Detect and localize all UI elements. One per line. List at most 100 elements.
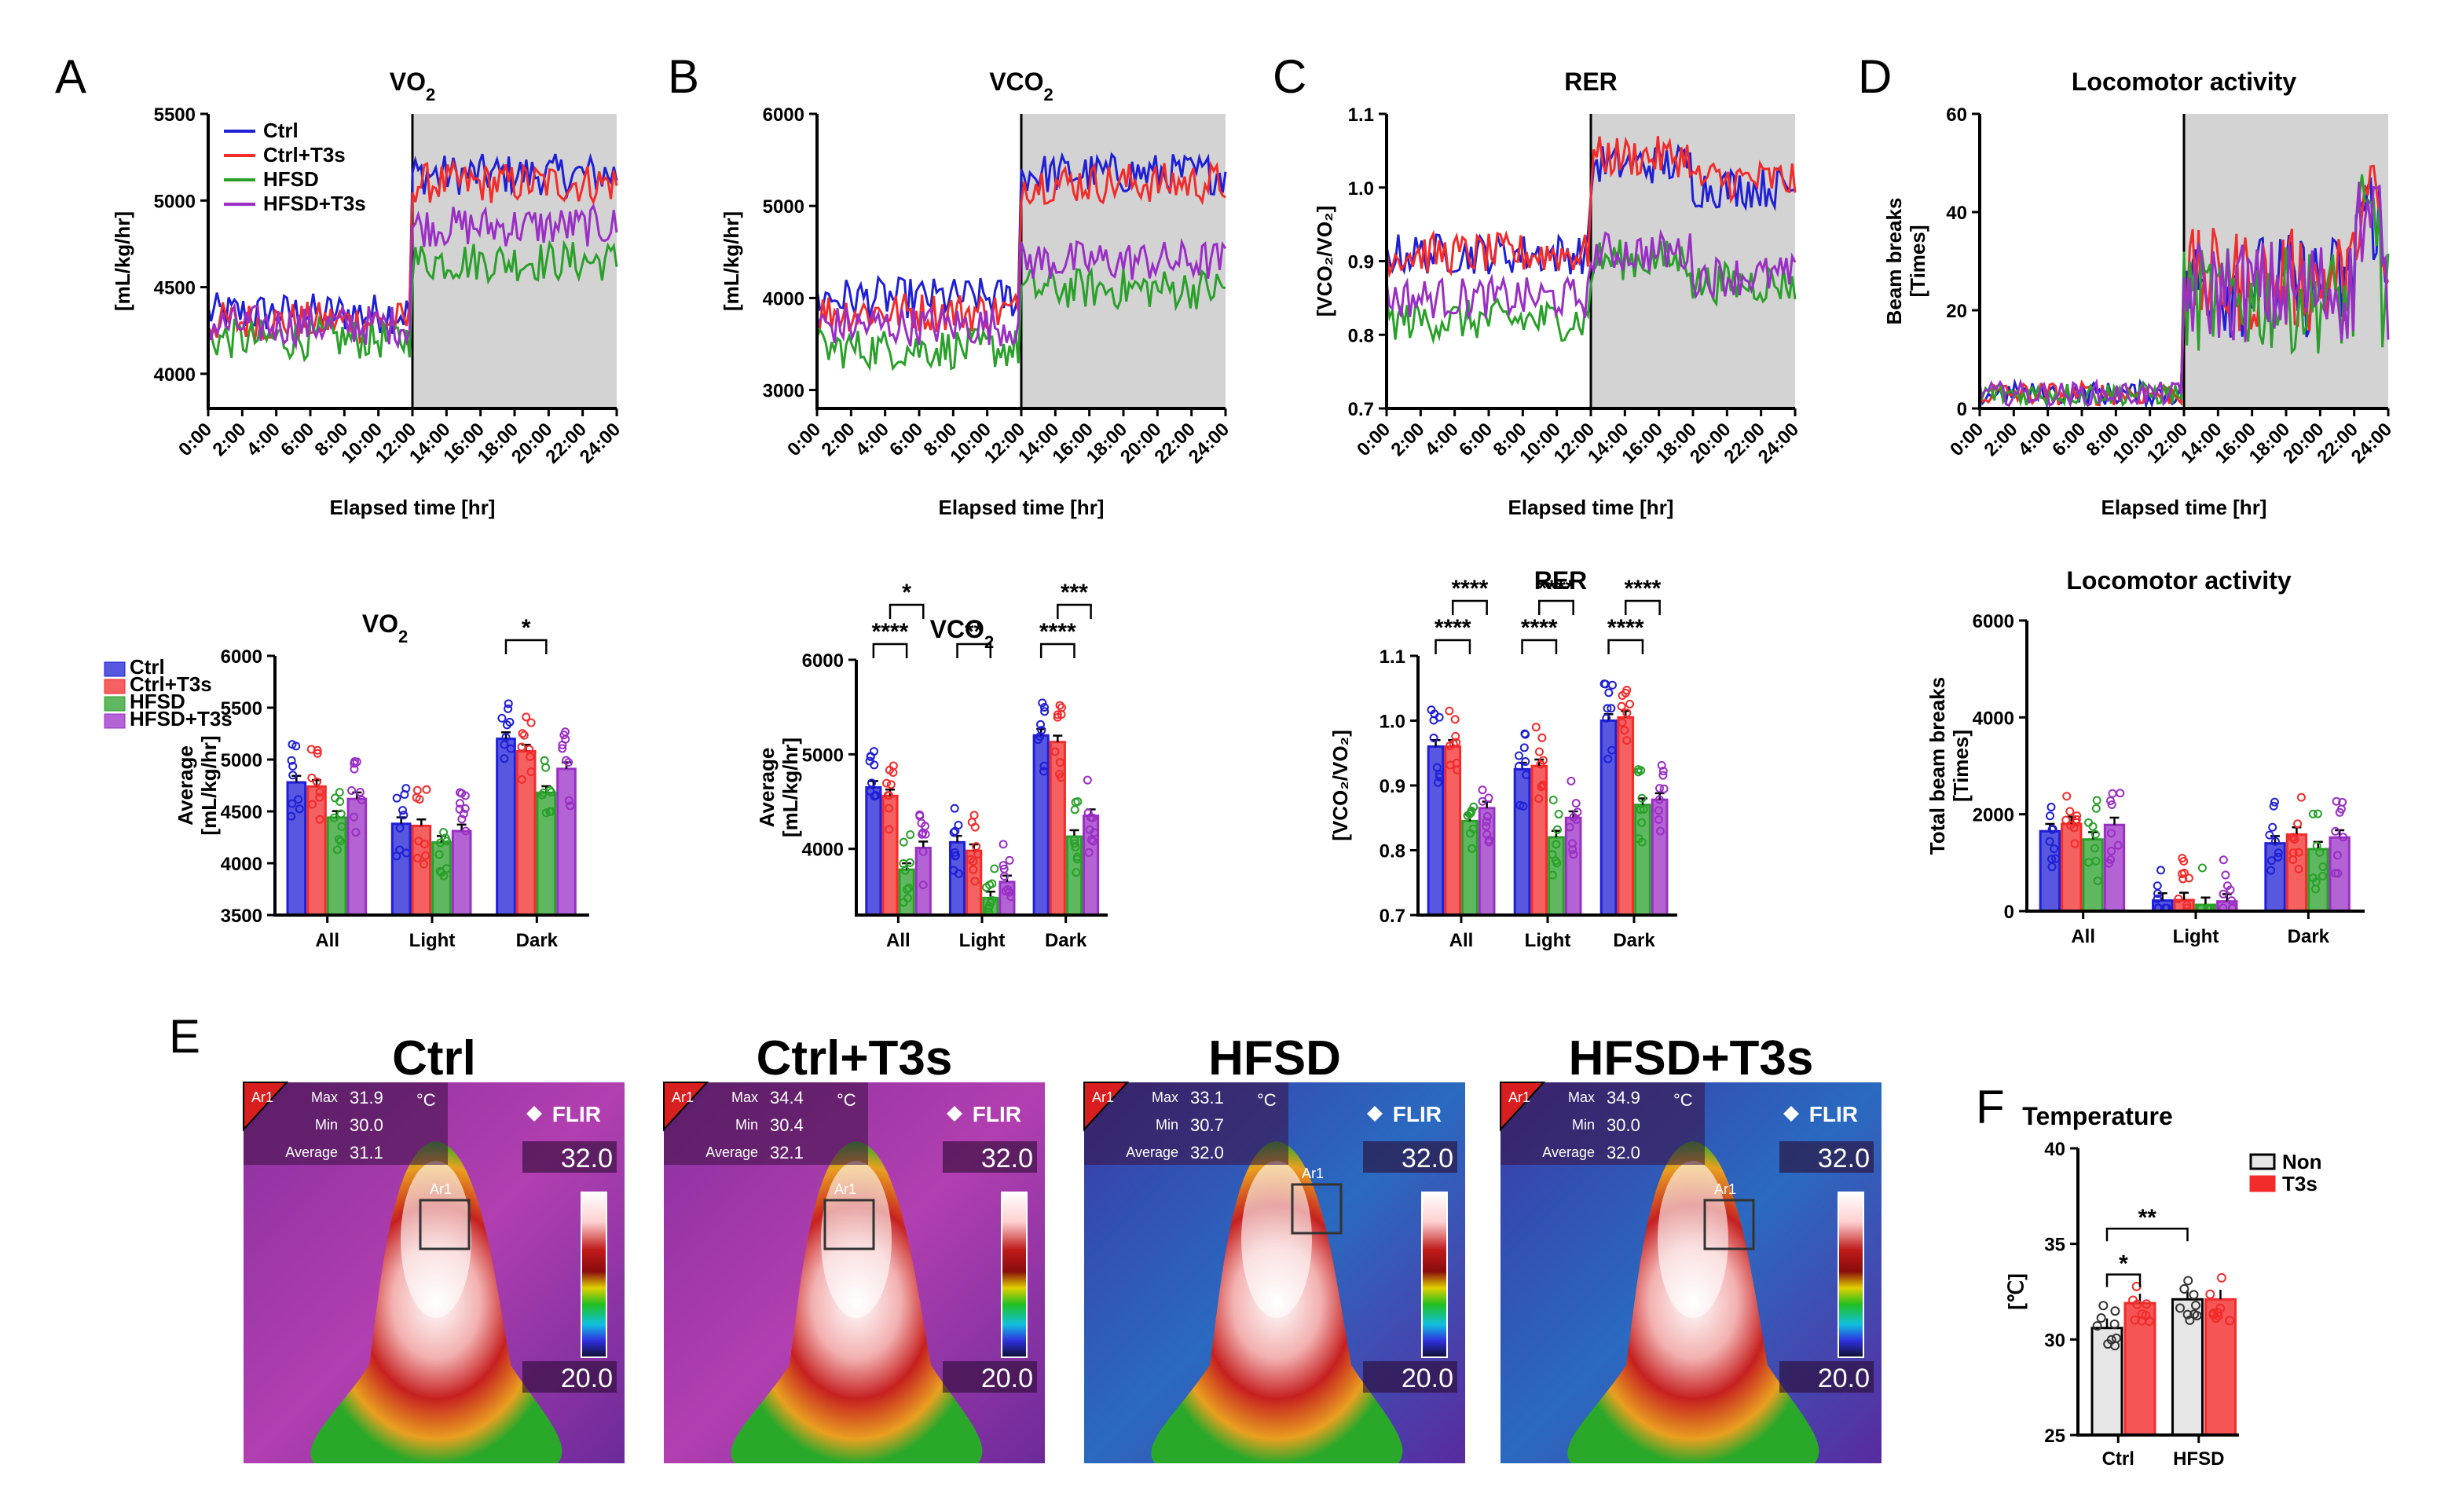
x-category-label: All <box>2071 926 2095 947</box>
data-point <box>415 795 424 804</box>
significance-label: ** <box>965 619 984 645</box>
data-point <box>1484 793 1493 803</box>
min-value: 30.7 <box>1190 1115 1224 1135</box>
ar-label: Ar1 <box>1092 1089 1114 1105</box>
data-point <box>1548 870 1557 880</box>
measurement-box <box>1703 1199 1755 1250</box>
color-scale-bar <box>1001 1192 1028 1358</box>
y-tick-label: 6000 <box>221 646 262 668</box>
data-point <box>1534 747 1544 756</box>
data-point <box>2062 792 2072 801</box>
data-point <box>984 901 994 910</box>
data-point <box>1568 845 1577 855</box>
x-tick-label: 6:00 <box>885 419 927 460</box>
data-point <box>1053 710 1062 719</box>
significance-bracket <box>1452 599 1488 615</box>
data-point <box>2179 1283 2189 1294</box>
data-point <box>1548 850 1557 859</box>
data-point <box>461 826 471 836</box>
data-point <box>460 804 470 813</box>
data-point <box>506 744 515 753</box>
data-point <box>2296 793 2306 802</box>
max-value: 33.1 <box>1190 1088 1224 1107</box>
line-chart-d: 02040600:002:004:006:008:0010:0012:0014:… <box>1882 68 2396 519</box>
data-point <box>2308 809 2318 818</box>
min-value: 30.0 <box>350 1115 383 1135</box>
data-point <box>982 883 991 892</box>
avg-label: Average <box>1126 1144 1178 1160</box>
data-point <box>336 809 346 818</box>
data-point <box>441 833 450 843</box>
measurement-box-label: Ar1 <box>834 1181 856 1197</box>
data-point <box>2293 819 2303 829</box>
data-point <box>905 858 914 867</box>
measurement-box-label: Ar1 <box>1302 1166 1324 1181</box>
bar <box>2039 829 2061 913</box>
significance-label: * <box>2119 1251 2128 1277</box>
data-point <box>1654 815 1664 825</box>
significance-bracket <box>1625 599 1661 615</box>
data-point <box>998 840 1008 849</box>
data-point <box>1625 699 1635 708</box>
data-point <box>1607 745 1617 755</box>
legend-label: Ctrl <box>263 119 299 142</box>
avg-value: 32.0 <box>1190 1143 1224 1162</box>
data-point <box>1534 794 1544 804</box>
data-point <box>1571 799 1581 808</box>
data-point <box>2092 796 2101 805</box>
bar-chart-a2: 3500 4000 4500 5000 5500 6000 All Light Dark Aver… <box>174 610 589 951</box>
data-point <box>2113 840 2123 850</box>
data-point <box>307 773 317 782</box>
bar-chart-d2: 0 2000 4000 6000 All Light Dark Total beam brea… <box>1926 566 2365 947</box>
data-point <box>357 795 366 804</box>
x-tick-label: 6:00 <box>2048 419 2090 460</box>
thermal-image-2: Ctrl+T3s Ar1 Max 34.4 °C Min 30.4 Average 32.1 FL… <box>663 1031 1045 1463</box>
data-point <box>518 729 527 738</box>
series-line-hfsd-t3s <box>1978 181 2390 408</box>
data-point <box>562 756 571 765</box>
unit-label: °C <box>1673 1090 1693 1110</box>
data-point <box>1573 807 1582 817</box>
y-axis-label: [VCO₂/VO₂] <box>1313 206 1336 317</box>
data-point <box>294 795 303 804</box>
ar-triangle-icon <box>243 1082 289 1132</box>
data-point <box>1617 701 1626 711</box>
data-point <box>1607 680 1617 690</box>
data-point <box>1006 892 1016 902</box>
min-label: Min <box>1572 1117 1595 1133</box>
axis-lines <box>855 660 1108 917</box>
data-point <box>889 761 898 771</box>
line-charts-group: 40004500500055000:002:004:006:008:0010:0… <box>111 68 2396 519</box>
series-line-hfsd-t3s <box>207 203 618 350</box>
data-point <box>1432 763 1442 772</box>
data-point <box>421 851 431 860</box>
bar <box>451 829 472 917</box>
x-category-label: All <box>886 930 911 951</box>
data-point <box>1086 813 1095 822</box>
line-chart-a: 40004500500055000:002:004:006:008:0010:0… <box>111 68 625 519</box>
color-scale-bar <box>581 1192 607 1358</box>
chart-title: Locomotor activity <box>2066 566 2291 595</box>
y-tick-label: 5500 <box>221 698 262 719</box>
data-point <box>350 759 359 768</box>
y-tick-label: 3000 <box>763 381 804 402</box>
significance-label: **** <box>1039 619 1076 645</box>
data-point <box>1634 834 1643 844</box>
legend-swatch <box>104 679 126 694</box>
data-point <box>969 811 979 820</box>
data-point <box>2098 1301 2109 1311</box>
thermal-image-title: HFSD <box>1208 1031 1341 1085</box>
min-label: Min <box>315 1117 338 1133</box>
data-point <box>1484 837 1493 847</box>
data-point <box>2072 815 2081 824</box>
legend-swatch-non <box>2249 1153 2276 1170</box>
data-point <box>422 785 431 794</box>
data-point <box>990 864 999 873</box>
data-point <box>1433 778 1442 787</box>
data-point <box>1622 708 1632 718</box>
data-point <box>2072 811 2082 821</box>
mouse-hot-core <box>1241 1161 1312 1318</box>
data-point <box>395 823 405 833</box>
y-axis-label: Average <box>174 745 197 826</box>
